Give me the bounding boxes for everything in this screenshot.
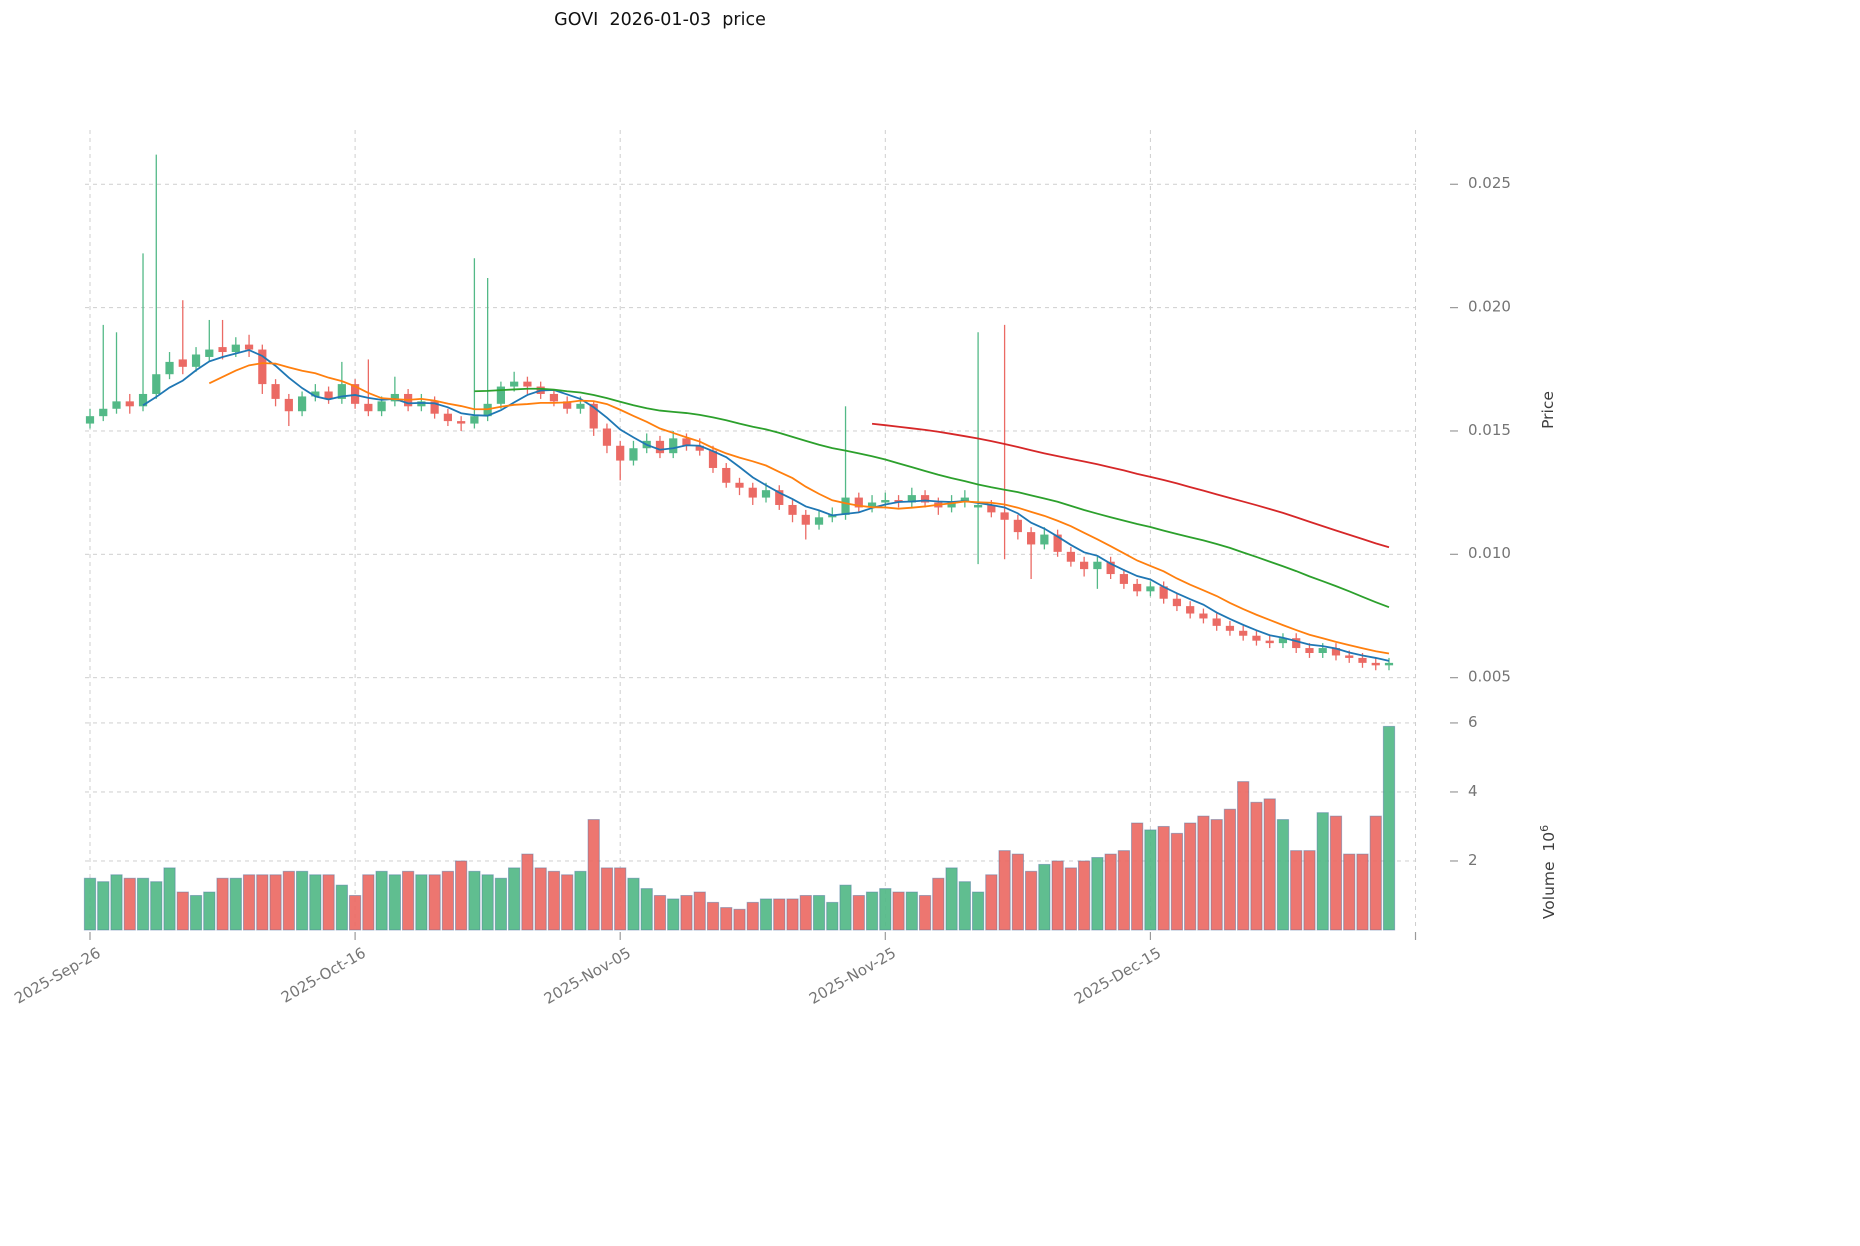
chart-title: GOVI 2026-01-03 price [554,10,766,30]
volume-axis-label-exponent: 6 [1537,824,1551,832]
volume-axis-label: Volume 106 [1538,825,1558,919]
price-axis-label: Price [1539,391,1557,429]
volume-axis-label-base: Volume 10 [1540,831,1559,920]
